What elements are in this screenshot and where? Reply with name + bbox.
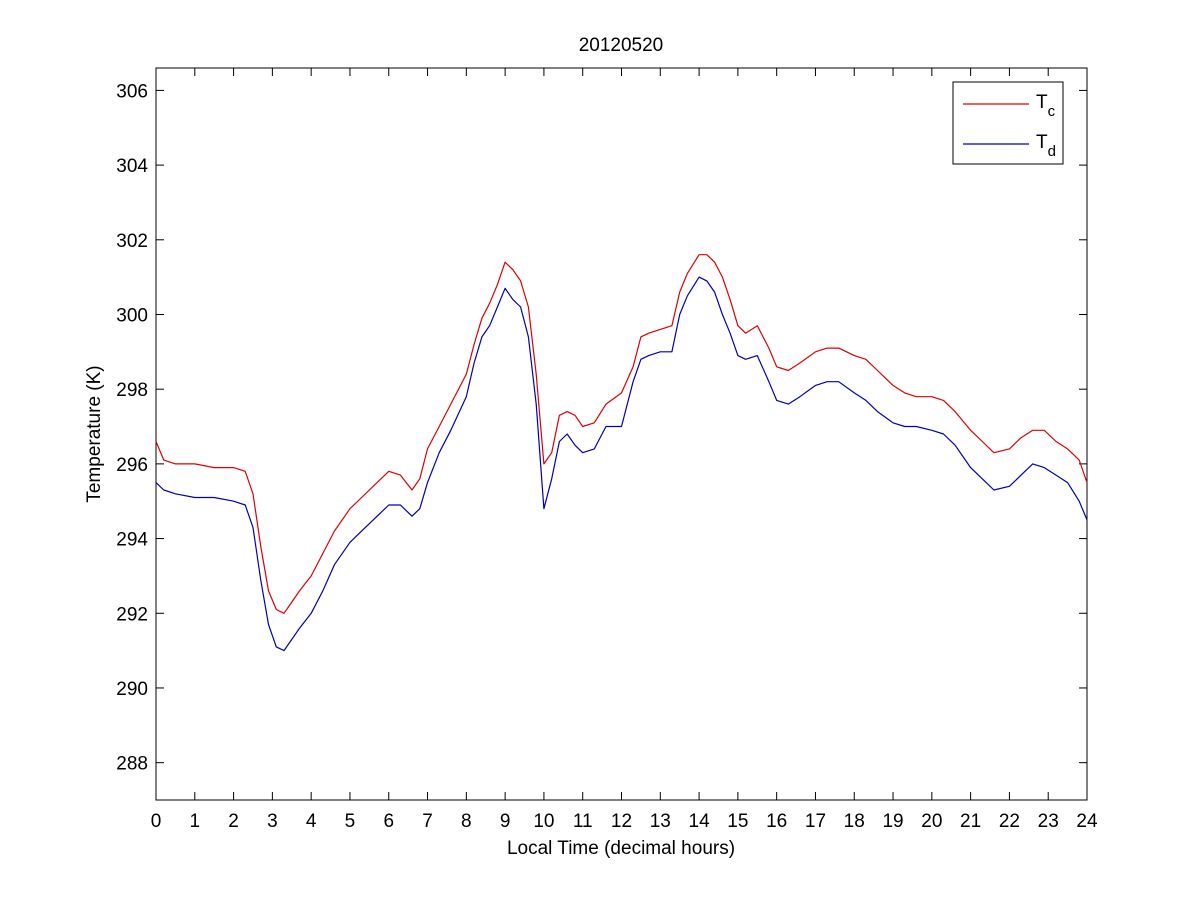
chart-title: 20120520 <box>579 35 664 56</box>
legend-box <box>952 81 1064 165</box>
x-tick-label: 14 <box>689 811 711 832</box>
plot-area <box>155 67 1088 801</box>
legend-label-subscript: c <box>1048 103 1056 120</box>
y-tick-label: 294 <box>116 530 148 551</box>
x-tick-label: 7 <box>422 811 433 832</box>
x-tick-label: 23 <box>1038 811 1059 832</box>
x-tick-label: 19 <box>882 811 903 832</box>
y-axis-label: Temperature (K) <box>84 365 105 502</box>
x-tick-label: 9 <box>500 811 511 832</box>
y-tick-label: 290 <box>116 679 148 700</box>
series-line-Td <box>155 276 1088 652</box>
series-line-Tc <box>155 254 1088 614</box>
y-tick-label: 304 <box>116 156 148 177</box>
x-tick-label: 22 <box>999 811 1020 832</box>
legend-label-subscript: d <box>1048 143 1056 160</box>
x-tick-label: 21 <box>960 811 981 832</box>
y-tick-label: 302 <box>116 231 148 252</box>
y-tick-label: 306 <box>116 81 148 102</box>
y-tick-label: 292 <box>116 604 148 625</box>
x-tick-label: 10 <box>533 811 554 832</box>
x-tick-label: 6 <box>383 811 394 832</box>
x-tick-label: 5 <box>345 811 356 832</box>
x-tick-label: 17 <box>805 811 826 832</box>
x-tick-label: 0 <box>151 811 162 832</box>
legend-label-Tc: Tc <box>1036 92 1056 120</box>
series-layer <box>155 254 1088 652</box>
legend-label-Td: Td <box>1036 132 1056 160</box>
y-tick-label: 298 <box>116 380 148 401</box>
x-tick-label: 16 <box>766 811 787 832</box>
x-tick-label: 8 <box>461 811 472 832</box>
y-tick-label: 288 <box>116 754 148 775</box>
y-tick-label: 296 <box>116 455 148 476</box>
x-tick-label: 18 <box>844 811 865 832</box>
x-tick-label: 2 <box>228 811 239 832</box>
legend-label-main: T <box>1036 92 1048 113</box>
x-tick-label: 11 <box>573 811 593 832</box>
legend-label-main: T <box>1036 132 1048 153</box>
x-tick-label: 4 <box>306 811 317 832</box>
x-tick-label: 20 <box>921 811 942 832</box>
x-axis-label: Local Time (decimal hours) <box>507 838 735 859</box>
x-tick-label: 15 <box>727 811 748 832</box>
x-tick-label: 12 <box>611 811 632 832</box>
x-tick-label: 3 <box>267 811 278 832</box>
y-tick-label: 300 <box>116 305 148 326</box>
x-tick-label: 1 <box>190 811 201 832</box>
x-tick-label: 13 <box>650 811 671 832</box>
x-tick-label: 24 <box>1076 811 1098 832</box>
axis-ticks: 0 1 2 3 4 5 6 7 8 9 10 11 12 13 14 15 16 17 18 19 20 21 22 23 24… <box>116 68 1098 832</box>
